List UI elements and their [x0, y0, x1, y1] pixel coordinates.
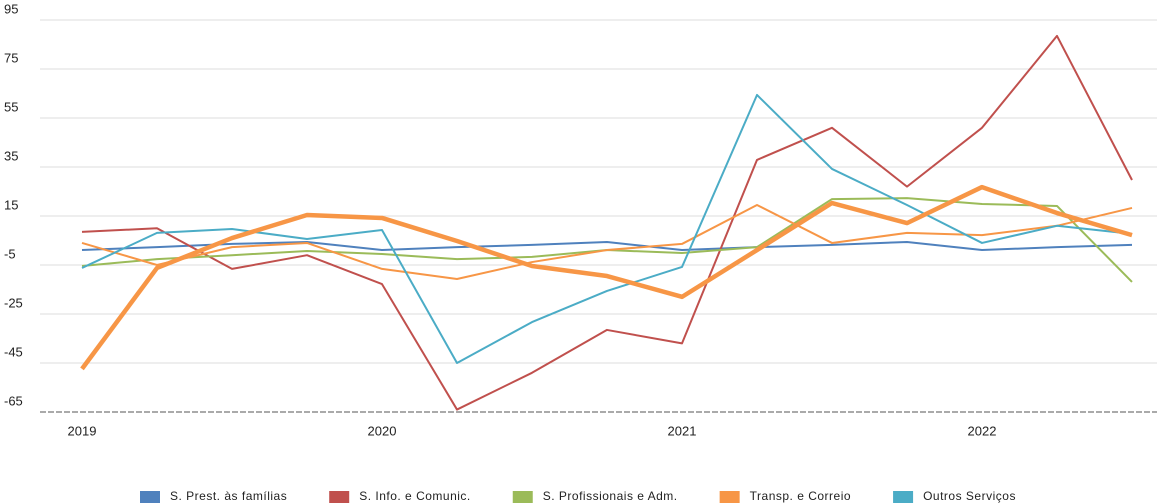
y-tick-label: 15	[4, 197, 18, 212]
legend-label: S. Info. e Comunic.	[359, 489, 471, 503]
legend-swatch	[329, 491, 350, 503]
series-line	[81, 34, 1133, 411]
y-tick-label: 75	[4, 50, 18, 65]
y-tick-label: -65	[4, 393, 23, 408]
y-tick-label: -25	[4, 295, 23, 310]
legend-swatch	[512, 491, 533, 503]
legend-swatch	[140, 491, 160, 503]
y-tick-label: 55	[4, 99, 18, 114]
x-tick-label: 2020	[368, 423, 397, 438]
x-tick-label: 2021	[668, 423, 697, 438]
series-line	[81, 240, 1133, 252]
y-tick-label: -5	[4, 246, 16, 261]
legend-label: S. Prest. às famílias	[170, 489, 287, 503]
legend-swatch	[893, 491, 914, 503]
legend-label: S. Profissionais e Adm.	[543, 489, 678, 503]
y-tick-label: 35	[4, 148, 18, 163]
legend-label: Transp. e Correio	[750, 489, 851, 503]
y-tick-label: -45	[4, 344, 23, 359]
series-line	[81, 203, 1133, 280]
legend-swatch	[719, 491, 740, 503]
x-tick-label: 2022	[968, 423, 997, 438]
series-line	[80, 184, 1133, 371]
y-tick-label: 95	[4, 1, 18, 16]
x-tick-label: 2019	[68, 423, 97, 438]
legend-label: Outros Serviços	[923, 489, 1016, 503]
series-line	[81, 93, 1133, 364]
